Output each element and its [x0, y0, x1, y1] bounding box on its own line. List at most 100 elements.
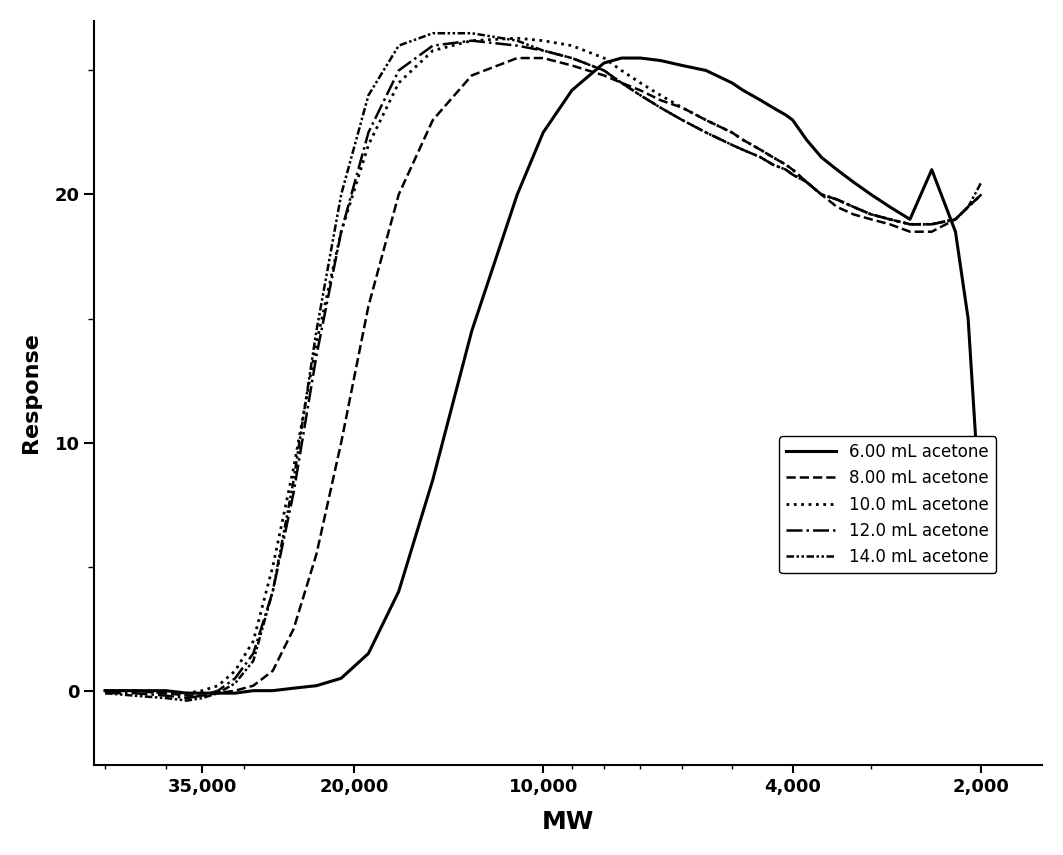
8.00 mL acetone — [962, 202, 975, 212]
10.0 mL acetone — [766, 152, 779, 162]
8.00 mL acetone — [392, 189, 405, 199]
10.0 mL acetone — [229, 666, 241, 676]
12.0 mL acetone — [159, 691, 172, 701]
12.0 mL acetone — [181, 693, 193, 703]
14.0 mL acetone — [362, 90, 375, 100]
14.0 mL acetone — [904, 219, 916, 229]
12.0 mL acetone — [615, 78, 628, 88]
10.0 mL acetone — [779, 160, 792, 170]
8.00 mL acetone — [287, 623, 300, 634]
12.0 mL acetone — [755, 152, 767, 162]
10.0 mL acetone — [962, 202, 975, 212]
6.00 mL acetone — [949, 227, 962, 237]
6.00 mL acetone — [755, 95, 767, 105]
12.0 mL acetone — [566, 53, 578, 63]
10.0 mL acetone — [335, 227, 348, 237]
10.0 mL acetone — [634, 78, 646, 88]
6.00 mL acetone — [787, 115, 799, 125]
10.0 mL acetone — [181, 688, 193, 699]
8.00 mL acetone — [864, 214, 877, 224]
8.00 mL acetone — [537, 53, 550, 63]
6.00 mL acetone — [247, 686, 259, 696]
14.0 mL acetone — [99, 688, 112, 699]
12.0 mL acetone — [830, 194, 843, 204]
12.0 mL acetone — [864, 209, 877, 220]
12.0 mL acetone — [883, 214, 896, 224]
12.0 mL acetone — [800, 177, 813, 187]
14.0 mL acetone — [926, 219, 939, 229]
14.0 mL acetone — [737, 144, 749, 155]
12.0 mL acetone — [654, 103, 667, 113]
6.00 mL acetone — [159, 686, 172, 696]
12.0 mL acetone — [676, 115, 689, 125]
12.0 mL acetone — [310, 351, 323, 361]
14.0 mL acetone — [212, 688, 224, 699]
14.0 mL acetone — [597, 65, 610, 75]
10.0 mL acetone — [159, 688, 172, 699]
14.0 mL acetone — [755, 152, 767, 162]
14.0 mL acetone — [196, 693, 208, 703]
12.0 mL acetone — [128, 688, 140, 699]
8.00 mL acetone — [779, 160, 792, 170]
8.00 mL acetone — [800, 177, 813, 187]
8.00 mL acetone — [566, 61, 578, 71]
14.0 mL acetone — [615, 78, 628, 88]
6.00 mL acetone — [267, 686, 280, 696]
6.00 mL acetone — [815, 152, 828, 162]
14.0 mL acetone — [247, 656, 259, 666]
12.0 mL acetone — [815, 189, 828, 199]
6.00 mL acetone — [566, 86, 578, 96]
14.0 mL acetone — [128, 691, 140, 701]
10.0 mL acetone — [800, 177, 813, 187]
6.00 mL acetone — [779, 110, 792, 121]
8.00 mL acetone — [247, 681, 259, 691]
6.00 mL acetone — [335, 673, 348, 683]
10.0 mL acetone — [830, 194, 843, 204]
12.0 mL acetone — [335, 227, 348, 237]
6.00 mL acetone — [310, 681, 323, 691]
8.00 mL acetone — [466, 70, 478, 80]
6.00 mL acetone — [962, 314, 975, 324]
12.0 mL acetone — [392, 65, 405, 75]
8.00 mL acetone — [267, 666, 280, 676]
14.0 mL acetone — [654, 103, 667, 113]
14.0 mL acetone — [779, 164, 792, 174]
12.0 mL acetone — [726, 139, 739, 150]
14.0 mL acetone — [634, 90, 646, 100]
10.0 mL acetone — [815, 189, 828, 199]
10.0 mL acetone — [654, 90, 667, 100]
8.00 mL acetone — [847, 209, 860, 220]
8.00 mL acetone — [787, 164, 799, 174]
12.0 mL acetone — [229, 673, 241, 683]
10.0 mL acetone — [699, 115, 712, 125]
10.0 mL acetone — [267, 562, 280, 572]
10.0 mL acetone — [511, 33, 524, 44]
12.0 mL acetone — [949, 214, 962, 224]
10.0 mL acetone — [597, 53, 610, 63]
14.0 mL acetone — [426, 28, 439, 38]
10.0 mL acetone — [926, 219, 939, 229]
8.00 mL acetone — [766, 152, 779, 162]
14.0 mL acetone — [466, 28, 478, 38]
8.00 mL acetone — [362, 301, 375, 311]
6.00 mL acetone — [883, 202, 896, 212]
12.0 mL acetone — [466, 36, 478, 46]
10.0 mL acetone — [787, 164, 799, 174]
12.0 mL acetone — [975, 189, 988, 199]
10.0 mL acetone — [362, 139, 375, 150]
14.0 mL acetone — [975, 177, 988, 187]
10.0 mL acetone — [615, 65, 628, 75]
6.00 mL acetone — [830, 164, 843, 174]
14.0 mL acetone — [830, 194, 843, 204]
6.00 mL acetone — [537, 127, 550, 138]
6.00 mL acetone — [634, 53, 646, 63]
14.0 mL acetone — [287, 475, 300, 485]
8.00 mL acetone — [883, 219, 896, 229]
6.00 mL acetone — [847, 177, 860, 187]
6.00 mL acetone — [426, 475, 439, 485]
6.00 mL acetone — [511, 189, 524, 199]
10.0 mL acetone — [537, 36, 550, 46]
6.00 mL acetone — [597, 58, 610, 68]
6.00 mL acetone — [287, 683, 300, 693]
10.0 mL acetone — [883, 214, 896, 224]
